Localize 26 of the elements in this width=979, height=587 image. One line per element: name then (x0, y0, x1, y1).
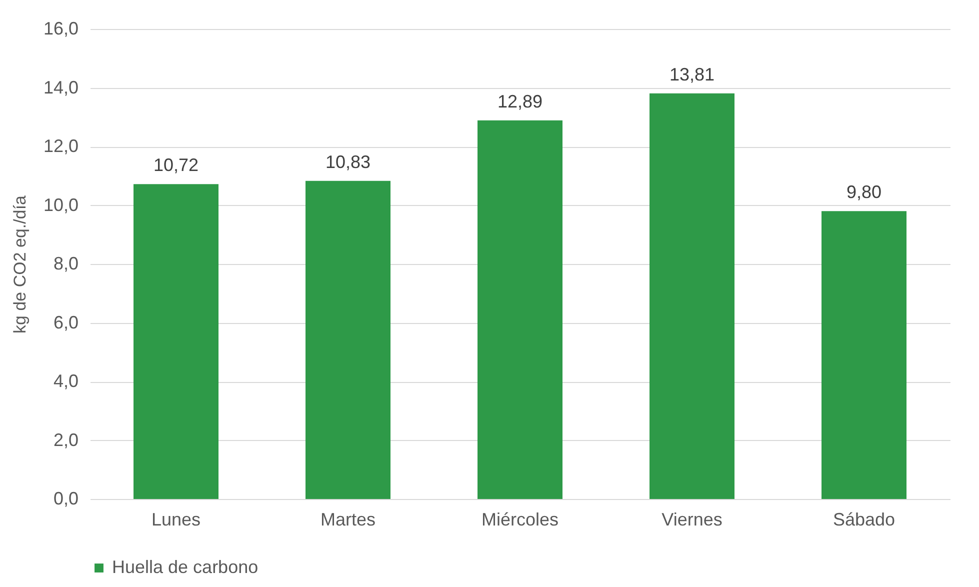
x-tick-label: Lunes (151, 510, 201, 530)
bar (134, 184, 218, 499)
y-tick-label: 6,0 (53, 312, 78, 332)
x-tick-label: Martes (320, 510, 376, 530)
y-tick-label: 14,0 (43, 77, 78, 98)
y-tick-label: 8,0 (53, 254, 78, 274)
legend-label: Huella de carbono (112, 557, 258, 577)
data-label: 13,81 (669, 64, 715, 84)
y-tick-label: 16,0 (43, 18, 78, 38)
y-tick-label: 4,0 (53, 371, 78, 391)
data-label: 9,80 (846, 182, 882, 202)
x-tick-label: Viernes (662, 510, 722, 530)
y-tick-label: 2,0 (53, 430, 78, 450)
y-axis-title: kg de CO2 eq./día (10, 194, 30, 334)
x-tick-label: Miércoles (481, 510, 559, 530)
data-label: 12,89 (497, 91, 543, 112)
data-label: 10,72 (153, 155, 199, 176)
bar (306, 180, 390, 499)
bar (650, 93, 734, 499)
y-tick-label: 12,0 (43, 136, 78, 156)
bar (478, 120, 562, 499)
bar (822, 211, 906, 499)
y-tick-label: 10,0 (43, 194, 78, 215)
y-tick-label: 0,0 (53, 488, 78, 508)
data-label: 10,83 (325, 152, 371, 172)
x-tick-label: Sábado (832, 510, 896, 530)
